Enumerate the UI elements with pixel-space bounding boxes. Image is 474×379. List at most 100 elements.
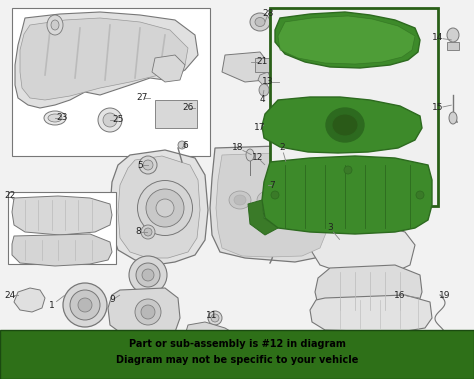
- Ellipse shape: [280, 157, 290, 167]
- Ellipse shape: [290, 195, 302, 205]
- Polygon shape: [152, 55, 185, 82]
- Text: 10: 10: [194, 334, 206, 343]
- Polygon shape: [315, 265, 422, 314]
- Text: 22: 22: [4, 191, 16, 200]
- Ellipse shape: [135, 299, 161, 325]
- Text: 11: 11: [206, 310, 218, 319]
- Polygon shape: [310, 295, 432, 332]
- Text: 2: 2: [279, 144, 285, 152]
- Polygon shape: [20, 18, 188, 100]
- Polygon shape: [110, 150, 208, 265]
- Ellipse shape: [246, 149, 254, 161]
- Ellipse shape: [178, 141, 186, 149]
- Ellipse shape: [141, 225, 155, 239]
- Text: 18: 18: [232, 144, 244, 152]
- Ellipse shape: [326, 108, 364, 142]
- Text: 15: 15: [432, 103, 444, 113]
- Text: 17: 17: [254, 124, 266, 133]
- Ellipse shape: [141, 305, 155, 319]
- Ellipse shape: [250, 13, 270, 31]
- Text: 19: 19: [439, 290, 451, 299]
- Text: 6: 6: [182, 141, 188, 149]
- Text: 28: 28: [262, 9, 273, 19]
- Polygon shape: [258, 72, 272, 86]
- Ellipse shape: [44, 111, 66, 125]
- Polygon shape: [12, 196, 112, 235]
- Polygon shape: [108, 288, 180, 338]
- Polygon shape: [185, 322, 260, 358]
- Text: 27: 27: [137, 94, 148, 102]
- Text: 1: 1: [49, 301, 55, 310]
- Ellipse shape: [143, 160, 153, 170]
- Polygon shape: [262, 156, 432, 234]
- Ellipse shape: [285, 191, 307, 209]
- Text: 25: 25: [112, 116, 124, 124]
- Text: 21: 21: [256, 58, 268, 66]
- Ellipse shape: [234, 195, 246, 205]
- Ellipse shape: [211, 314, 219, 322]
- Ellipse shape: [98, 108, 122, 132]
- Ellipse shape: [137, 180, 192, 235]
- Polygon shape: [222, 52, 270, 82]
- Bar: [255, 58, 273, 72]
- Text: Part or sub-assembly is #12 in diagram: Part or sub-assembly is #12 in diagram: [128, 339, 346, 349]
- Ellipse shape: [208, 311, 222, 325]
- Text: 16: 16: [394, 290, 406, 299]
- Polygon shape: [275, 12, 420, 68]
- Text: Diagram may not be specific to your vehicle: Diagram may not be specific to your vehi…: [116, 355, 358, 365]
- Ellipse shape: [47, 15, 63, 35]
- Ellipse shape: [48, 114, 62, 122]
- Ellipse shape: [103, 113, 117, 127]
- Polygon shape: [278, 16, 415, 64]
- Ellipse shape: [447, 28, 459, 42]
- Ellipse shape: [344, 166, 352, 174]
- Ellipse shape: [271, 191, 279, 199]
- Ellipse shape: [63, 283, 107, 327]
- Text: 20: 20: [302, 343, 314, 352]
- Ellipse shape: [70, 290, 100, 320]
- Bar: [155, 100, 197, 128]
- Ellipse shape: [139, 156, 157, 174]
- Ellipse shape: [146, 189, 184, 227]
- Polygon shape: [262, 97, 422, 153]
- Ellipse shape: [449, 112, 457, 124]
- Ellipse shape: [262, 195, 274, 205]
- Text: 9: 9: [109, 296, 115, 304]
- Bar: [270, 8, 438, 206]
- Ellipse shape: [296, 341, 324, 363]
- Polygon shape: [312, 225, 415, 275]
- Ellipse shape: [416, 191, 424, 199]
- Text: 14: 14: [432, 33, 444, 42]
- Text: 7: 7: [269, 180, 275, 190]
- Ellipse shape: [51, 20, 59, 30]
- Ellipse shape: [136, 263, 160, 287]
- Ellipse shape: [255, 17, 265, 27]
- Text: 8: 8: [135, 227, 141, 236]
- Bar: [298, 340, 324, 352]
- Polygon shape: [14, 288, 45, 312]
- Polygon shape: [12, 234, 112, 266]
- Ellipse shape: [259, 84, 269, 96]
- Polygon shape: [118, 156, 200, 258]
- Polygon shape: [216, 152, 330, 257]
- Polygon shape: [248, 200, 278, 235]
- Ellipse shape: [144, 228, 152, 236]
- Ellipse shape: [142, 269, 154, 281]
- Ellipse shape: [78, 298, 92, 312]
- Ellipse shape: [229, 191, 251, 209]
- Bar: [12, 8, 210, 156]
- Ellipse shape: [129, 256, 167, 294]
- Text: 24: 24: [4, 290, 16, 299]
- Text: 23: 23: [56, 113, 68, 122]
- Ellipse shape: [439, 335, 449, 345]
- Bar: [447, 42, 459, 50]
- Text: 12: 12: [252, 153, 264, 163]
- Ellipse shape: [257, 191, 279, 209]
- Text: 3: 3: [327, 224, 333, 232]
- Ellipse shape: [156, 199, 174, 217]
- Polygon shape: [210, 145, 338, 262]
- Text: 26: 26: [182, 103, 194, 113]
- Bar: [0, 330, 474, 379]
- Text: 5: 5: [137, 160, 143, 169]
- Ellipse shape: [332, 114, 358, 136]
